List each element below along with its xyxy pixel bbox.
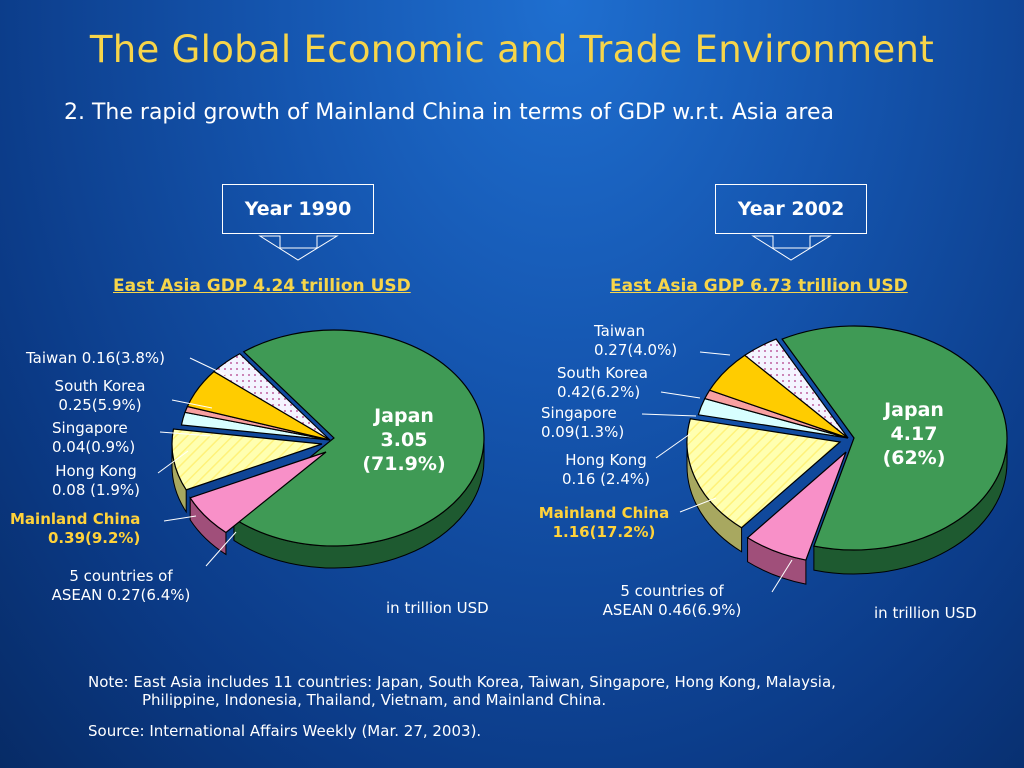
pie-slice-mainland-china-1990 [171, 428, 323, 491]
label-hongkong-2002: Hong Kong 0.16 (2.4%) [562, 451, 650, 488]
slide-title: The Global Economic and Trade Environmen… [89, 28, 935, 71]
gdp-heading-2002: East Asia GDP 6.73 trillion USD [610, 276, 908, 296]
label-mainland-1990: Mainland China 0.39(9.2%) [10, 510, 141, 547]
label-mainland-2002: Mainland China 1.16(17.2%) [538, 504, 670, 541]
label-korea-1990: South Korea 0.25(5.9%) [54, 377, 146, 414]
pie-slice-taiwan-1990 [212, 353, 331, 441]
pie-slice-5-countries-of-asean-2002 [746, 451, 847, 561]
leader-line-hongkong-2002 [655, 433, 691, 459]
leader-line-mainland-2002 [679, 497, 717, 513]
note-line-2: Philippine, Indonesia, Thailand, Vietnam… [142, 691, 607, 709]
label-taiwan-2002: Taiwan 0.27(4.0%) [594, 322, 678, 359]
leader-line-hongkong-1990 [157, 450, 189, 474]
label-japan-1990: Japan 3.05 (71.9%) [362, 405, 446, 475]
leader-line-singapore-2002 [641, 413, 697, 417]
label-japan-2002: Japan 4.17 (62%) [882, 399, 946, 469]
pie-slice-mainland-china-2002 [686, 418, 842, 529]
label-korea-2002: South Korea 0.42(6.2%) [557, 364, 648, 401]
leader-line-asean-2002 [771, 559, 793, 593]
pie-slice-japan-1990 [232, 329, 485, 547]
leader-line-taiwan-1990 [189, 357, 233, 379]
label-hongkong-1990: Hong Kong 0.08 (1.9%) [52, 462, 140, 499]
leader-line-taiwan-2002 [699, 351, 731, 356]
leader-line-singapore-1990 [159, 431, 213, 437]
leader-line-korea-2002 [660, 391, 701, 399]
label-taiwan-1990: Taiwan 0.16(3.8%) [26, 349, 165, 367]
label-asean-1990: 5 countries of ASEAN 0.27(6.4%) [51, 567, 191, 604]
year-box-1990: Year 1990 [222, 184, 374, 234]
source-line: Source: International Affairs Weekly (Ma… [88, 722, 482, 740]
pie-slice-5-countries-of-asean-1990 [189, 451, 327, 534]
slide-subtitle: 2. The rapid growth of Mainland China in… [64, 100, 834, 125]
leader-line-korea-1990 [171, 399, 213, 409]
label-singapore-2002: Singapore 0.09(1.3%) [541, 404, 625, 441]
leader-line-mainland-1990 [163, 515, 197, 522]
note-line-1: Note: East Asia includes 11 countries: J… [88, 673, 836, 691]
label-asean-2002: 5 countries of ASEAN 0.46(6.9%) [602, 582, 742, 619]
leader-line-asean-1990 [205, 531, 237, 567]
pie-slice-taiwan-2002 [743, 338, 849, 439]
unit-note-1990: in trillion USD [386, 599, 489, 617]
year-box-2002: Year 2002 [715, 184, 867, 234]
pie-slice-japan-2002 [781, 325, 1008, 551]
unit-note-2002: in trillion USD [874, 604, 977, 622]
label-singapore-1990: Singapore 0.04(0.9%) [52, 419, 136, 456]
gdp-heading-1990: East Asia GDP 4.24 trillion USD [113, 276, 411, 296]
